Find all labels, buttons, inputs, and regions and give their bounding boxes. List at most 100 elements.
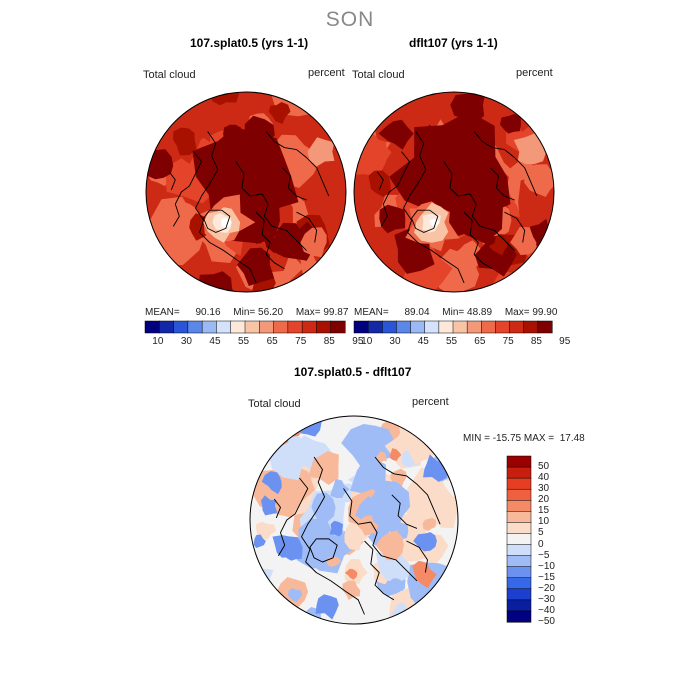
- colorbar-tick-label: 75: [295, 336, 307, 347]
- polar-map-panel1: [145, 91, 347, 293]
- colorbar-tick-label: 30: [389, 336, 401, 347]
- diff-title: 107.splat0.5 - dflt107: [294, 365, 412, 379]
- colorbar-swatch: [201, 320, 217, 334]
- panel1-title: 107.splat0.5 (yrs 1-1): [190, 36, 309, 50]
- colorbar-swatch: [506, 599, 532, 612]
- colorbar-tick-label: −50: [538, 616, 555, 627]
- colorbar-tick-label: −15: [538, 571, 555, 583]
- colorbar-tick-label: 10: [152, 336, 164, 347]
- colorbar-swatch: [506, 488, 532, 501]
- polar-map-panel2: [353, 91, 555, 293]
- colorbar-tick-label: 50: [538, 461, 550, 473]
- colorbar-panel1-ticks: 10 30 45 55 65 75 85 95: [145, 336, 363, 348]
- colorbar-tick-label: 95: [559, 336, 571, 347]
- colorbar-tick-label: 55: [238, 336, 250, 347]
- polar-map-difference: [249, 415, 459, 625]
- diff-minmax: MIN = -15.75 MAX = 17.48: [463, 433, 585, 444]
- colorbar-swatch: [173, 320, 189, 334]
- season-title: SON: [325, 8, 375, 31]
- colorbar-tick-label: −10: [538, 560, 555, 572]
- colorbar-panel2-ticks: 10 30 45 55 65 75 85 95: [354, 336, 570, 348]
- colorbar-swatch: [187, 320, 203, 334]
- colorbar-swatch: [367, 320, 383, 334]
- colorbar-tick-label: −20: [538, 582, 555, 594]
- colorbar-tick-label: 10: [538, 516, 550, 528]
- colorbar-swatch: [506, 477, 532, 490]
- colorbar-swatch: [316, 320, 332, 334]
- panel2-left-label: Total cloud: [352, 69, 405, 81]
- colorbar-swatch: [244, 320, 260, 334]
- colorbar-swatch: [506, 511, 532, 523]
- colorbar-swatch: [506, 500, 532, 512]
- colorbar-swatch: [506, 455, 532, 468]
- colorbar-tick-label: 65: [266, 336, 278, 347]
- colorbar-swatch: [506, 610, 532, 623]
- colorbar-tick-label: 75: [502, 336, 514, 347]
- colorbar-tick-label: 40: [538, 472, 550, 484]
- colorbar-tick-label: −30: [538, 593, 555, 605]
- colorbar-swatch: [287, 320, 303, 334]
- colorbar-swatch: [506, 522, 532, 535]
- mean-label: MEAN=: [354, 307, 389, 318]
- colorbar-swatch: [506, 555, 532, 568]
- colorbar-swatch: [144, 320, 160, 334]
- diff-left-label: Total cloud: [248, 398, 301, 410]
- colorbar-tick-label: 65: [474, 336, 486, 347]
- colorbar-tick-label: 45: [209, 336, 221, 347]
- mean-value: 90.16: [195, 307, 221, 318]
- colorbar-tick-label: 95: [352, 336, 364, 347]
- colorbar-swatch: [495, 320, 511, 334]
- colorbar-swatch: [216, 320, 232, 334]
- colorbar-swatch: [481, 320, 496, 334]
- colorbar-tick-label: 15: [538, 505, 550, 517]
- colorbar-swatch: [537, 320, 553, 334]
- colorbar-tick-label: 20: [538, 494, 550, 506]
- colorbar-tick-label: 45: [417, 336, 429, 347]
- colorbar-swatch: [396, 320, 412, 334]
- colorbar-swatch: [353, 320, 369, 334]
- colorbar-swatch: [424, 320, 440, 334]
- mean-value: 89.04: [404, 307, 430, 318]
- max-value: 99.87: [323, 307, 349, 318]
- colorbar-tick-label: 55: [446, 336, 458, 347]
- panel2-stats: MEAN= 89.04 Min= 48.89 Max= 99.90: [354, 307, 557, 318]
- panel2-right-label: percent: [516, 67, 553, 79]
- colorbar-tick-label: 0: [538, 538, 544, 550]
- panel1-left-label: Total cloud: [143, 69, 196, 81]
- max-label: Max=: [504, 307, 530, 318]
- colorbar-swatch: [506, 577, 532, 590]
- colorbar-swatch: [438, 320, 454, 334]
- colorbar-swatch: [330, 320, 346, 334]
- colorbar-tick-label: 30: [180, 336, 192, 347]
- colorbar-swatch: [509, 320, 525, 334]
- colorbar-tick-label: 5: [538, 527, 544, 539]
- colorbar-tick-label: −40: [538, 604, 555, 616]
- max-label: Max=: [295, 307, 321, 318]
- min-label: Min=: [233, 307, 256, 318]
- colorbar-swatch: [506, 533, 532, 546]
- colorbar-swatch: [230, 320, 246, 334]
- colorbar-swatch: [410, 320, 426, 334]
- colorbar-tick-label: 10: [361, 336, 373, 347]
- colorbar-swatch: [259, 320, 275, 334]
- colorbar-swatch: [466, 320, 482, 334]
- colorbar-swatch: [159, 320, 175, 334]
- colorbar-swatch: [301, 320, 317, 334]
- max-value: 99.90: [532, 307, 558, 318]
- colorbar-tick-label: −5: [538, 549, 550, 561]
- panel1-stats: MEAN= 90.16 Min= 56.20 Max= 99.87: [145, 307, 348, 318]
- colorbar-swatch: [506, 588, 532, 601]
- colorbar-swatch: [523, 320, 539, 334]
- colorbar-difference-ticks: 50 40 30 20 15 10 5 0 −5 −10 −15 −20 −30 −40 −50: [538, 456, 578, 627]
- colorbar-tick-label: 30: [538, 483, 550, 495]
- colorbar-tick-label: 85: [530, 336, 542, 347]
- colorbar-swatch: [506, 566, 532, 579]
- colorbar-swatch: [506, 544, 532, 557]
- min-value: 56.20: [258, 307, 284, 318]
- panel2-title: dflt107 (yrs 1-1): [409, 36, 498, 50]
- colorbar-swatch: [273, 320, 289, 334]
- colorbar-difference: [506, 455, 532, 623]
- mean-label: MEAN=: [145, 307, 180, 318]
- colorbar-swatch: [452, 320, 468, 334]
- panel1-right-label: percent: [308, 67, 345, 79]
